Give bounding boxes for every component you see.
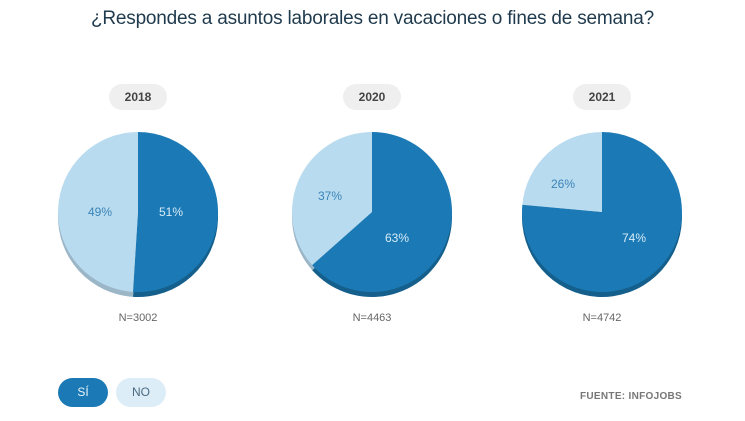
no-value: 49% [88, 205, 112, 219]
no-value: 37% [318, 189, 342, 203]
pie-chart: 63% 37% [291, 132, 452, 298]
chart-title: ¿Respondes a asuntos laborales en vacaci… [90, 8, 655, 29]
slice-si [132, 131, 219, 292]
year-label: 2018 [109, 84, 167, 110]
slice-si [312, 132, 452, 293]
pie-chart: 51% 49% [58, 131, 219, 297]
year-label: 2020 [343, 84, 401, 110]
sample-size: N=4742 [582, 312, 622, 324]
source-label: FUENTE: INFOJOBS [580, 391, 683, 402]
pie-chart: 74% 26% [521, 132, 682, 297]
legend: SÍ NO [58, 378, 166, 407]
legend-si[interactable]: SÍ [58, 378, 108, 407]
slice-no [522, 132, 602, 212]
sample-size: N=4463 [352, 312, 392, 324]
year-label: 2021 [573, 84, 631, 110]
sample-size: N=3002 [118, 312, 158, 324]
pie-2018: 2018 51% 49% N=3002 [53, 82, 223, 332]
slice-no [58, 132, 138, 292]
si-value: 63% [385, 231, 409, 245]
pie-2021: 2021 74% 26% N=4742 [517, 82, 687, 332]
si-value: 51% [159, 205, 183, 219]
legend-no[interactable]: NO [116, 378, 166, 407]
no-value: 26% [551, 177, 575, 191]
si-value: 74% [622, 231, 646, 245]
slice-si [521, 132, 682, 292]
pie-2020: 2020 63% 37% N=4463 [287, 82, 457, 332]
slice-no [291, 132, 372, 266]
